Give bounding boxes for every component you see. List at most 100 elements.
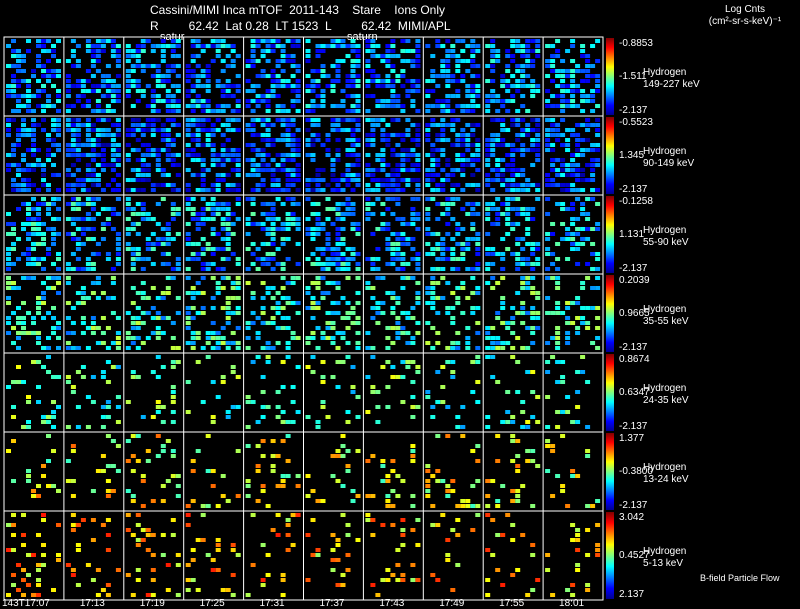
heatmap-cell (125, 128, 131, 132)
heatmap-cell (350, 59, 356, 63)
heatmap-cell (75, 217, 81, 221)
heatmap-cell (405, 89, 411, 93)
heatmap-cell (185, 153, 191, 157)
heatmap-cell (380, 138, 386, 142)
heatmap-cell (390, 489, 396, 493)
heatmap-cell (595, 148, 601, 152)
heatmap-cell (185, 197, 191, 201)
heatmap-cell (310, 518, 316, 522)
heatmap-cell (575, 316, 581, 320)
heatmap-cell (405, 276, 411, 280)
heatmap-cell (520, 54, 526, 58)
heatmap-cell (590, 306, 596, 310)
heatmap-cell (245, 494, 251, 498)
heatmap-cell (275, 247, 281, 251)
heatmap-cell (295, 202, 301, 206)
heatmap-cell (385, 326, 391, 330)
heatmap-cell (290, 123, 296, 127)
heatmap-cell (320, 380, 326, 384)
heatmap-cell (170, 153, 176, 157)
heatmap-cell (185, 188, 191, 192)
heatmap-cell (335, 311, 341, 315)
heatmap-cell (170, 104, 176, 108)
heatmap-cell (330, 375, 336, 379)
heatmap-cell (400, 104, 406, 108)
heatmap-cell (295, 148, 301, 152)
heatmap-cell (65, 316, 71, 320)
heatmap-cell (495, 499, 501, 503)
heatmap-cell (51, 375, 56, 379)
heatmap-cell (555, 267, 561, 271)
heatmap-cell (430, 247, 436, 251)
heatmap-cell (220, 380, 226, 384)
heatmap-cell (380, 99, 386, 103)
heatmap-cell (36, 385, 41, 389)
heatmap-cell (105, 118, 111, 122)
heatmap-cell (505, 168, 511, 172)
heatmap-cell (455, 39, 461, 43)
heatmap-cell (555, 39, 561, 43)
colorbar-min-label: 2.137 (619, 589, 645, 600)
heatmap-cell (200, 99, 206, 103)
heatmap-cell (70, 39, 76, 43)
heatmap-cell (485, 415, 491, 419)
heatmap-cell (475, 252, 481, 256)
heatmap-cell (350, 257, 356, 261)
heatmap-cell (190, 104, 196, 108)
heatmap-cell (41, 291, 46, 295)
heatmap-cell (95, 89, 101, 93)
heatmap-cell (125, 242, 131, 246)
heatmap-cell (125, 331, 131, 335)
heatmap-cell (6, 247, 11, 251)
heatmap-cell (365, 143, 371, 147)
heatmap-cell (515, 49, 521, 53)
heatmap-cell (500, 158, 506, 162)
heatmap-cell (225, 212, 231, 216)
heatmap-cell (555, 138, 561, 142)
heatmap-cell (36, 44, 41, 48)
heatmap-cell (135, 123, 141, 127)
heatmap-cell (41, 74, 46, 78)
energy-range-label: 24-35 keV (643, 394, 689, 406)
heatmap-cell (325, 84, 331, 88)
heatmap-cell (555, 74, 561, 78)
heatmap-cell (215, 207, 221, 211)
heatmap-cell (510, 306, 516, 310)
heatmap-cell (550, 168, 556, 172)
heatmap-cell (500, 296, 506, 300)
heatmap-cell (225, 316, 231, 320)
heatmap-cell (185, 316, 191, 320)
heatmap-cell (150, 499, 156, 503)
heatmap-cell (445, 405, 451, 409)
heatmap-cell (475, 89, 481, 93)
heatmap-cell (510, 459, 516, 463)
heatmap-cell (155, 202, 161, 206)
heatmap-cell (505, 212, 511, 216)
heatmap-cell (395, 217, 401, 221)
heatmap-cell (535, 44, 541, 48)
heatmap-cell (11, 380, 16, 384)
heatmap-cell (85, 188, 91, 192)
heatmap-cell (350, 306, 356, 310)
heatmap-cell (425, 395, 431, 399)
heatmap-cell (410, 276, 416, 280)
heatmap-cell (70, 104, 76, 108)
heatmap-cell (75, 257, 81, 261)
heatmap-cell (125, 227, 131, 231)
heatmap-cell (355, 118, 361, 122)
heatmap-cell (255, 173, 261, 177)
heatmap-cell (275, 262, 281, 266)
heatmap-cell (405, 158, 411, 162)
heatmap-cell (520, 257, 526, 261)
heatmap-cell (160, 553, 166, 557)
heatmap-cell (435, 99, 441, 103)
heatmap-cell (345, 79, 351, 83)
heatmap-cell (375, 420, 381, 424)
heatmap-cell (525, 207, 531, 211)
heatmap-cell (415, 281, 421, 285)
heatmap-cell (335, 346, 341, 350)
heatmap-cell (385, 499, 391, 503)
heatmap-cell (505, 188, 511, 192)
heatmap-cell (450, 489, 456, 493)
heatmap-cell (260, 133, 266, 137)
